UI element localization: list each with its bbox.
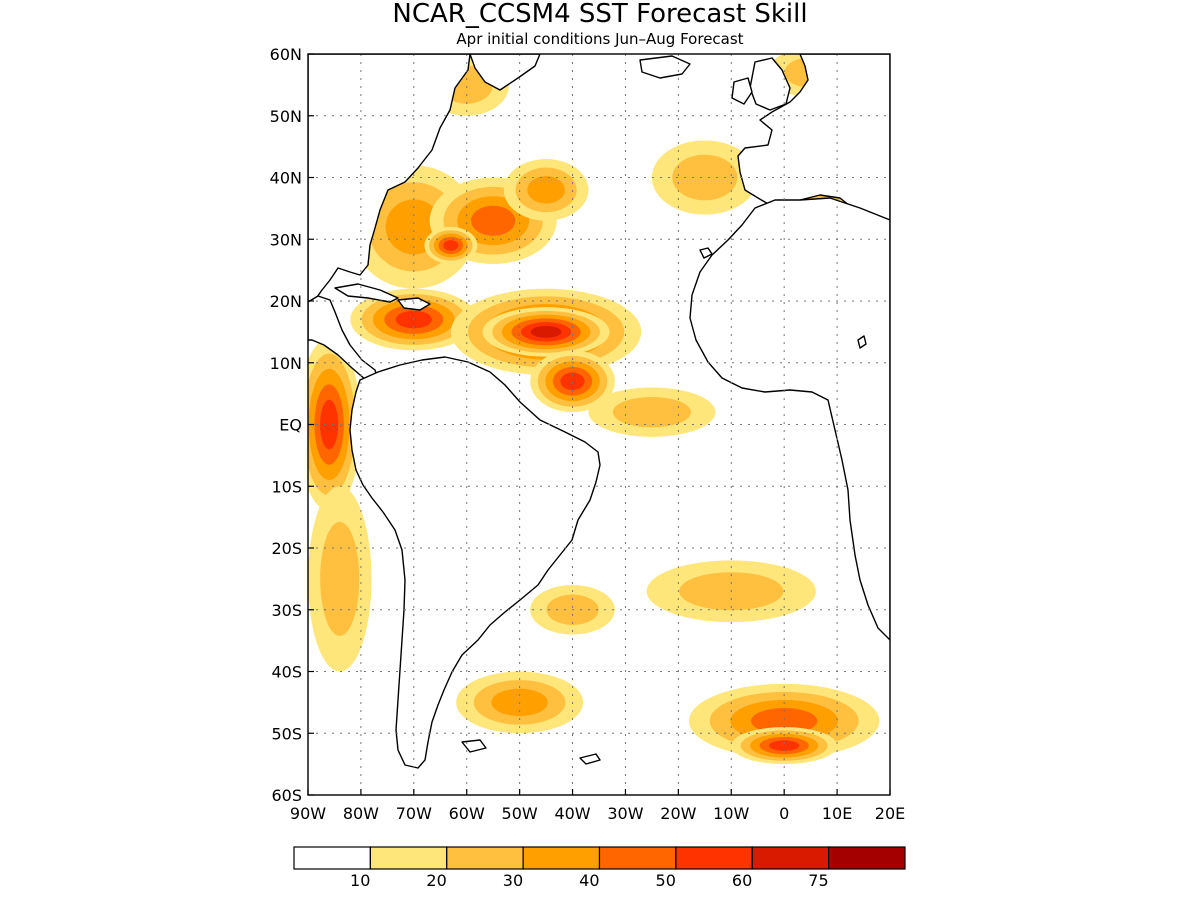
lat-tick-label: EQ (279, 416, 302, 435)
skill-region-amazon-plume (530, 350, 615, 413)
map-area: 60N 50N 40N 30N 20N 10N EQ 10S 20S 30S 40S 50S 60S 9… (270, 45, 906, 823)
cape-verde (857, 335, 867, 349)
colorbar-swatch (598, 846, 677, 870)
skill-region-equatorial-atlantic (588, 387, 716, 437)
lat-tick-label: 40N (270, 169, 302, 188)
canary-islands (699, 247, 713, 259)
colorbar-swatch (828, 846, 906, 870)
colorbar-swatch (751, 846, 830, 870)
lat-tick-label: 10N (270, 354, 302, 373)
colorbar-label: 10 (350, 871, 370, 890)
skill-contour-level-4 (751, 708, 818, 734)
skill-region-southern-ocean-core (731, 727, 838, 765)
colorbar-swatch (293, 846, 371, 870)
lat-tick-label: 30S (271, 601, 302, 620)
lon-tick-label: 10E (822, 804, 852, 823)
skill-region-eastern-pacific-edge (308, 338, 361, 511)
skill-shading (308, 54, 880, 765)
ireland-land (731, 77, 753, 105)
lat-tick-label: 30N (270, 230, 302, 249)
south-georgia (579, 753, 601, 765)
lon-tick-label: 50W (502, 804, 538, 823)
skill-contour-level-2 (672, 154, 738, 201)
skill-contour-level-5 (560, 372, 585, 391)
south-america-land (349, 356, 601, 769)
lat-tick-label: 60S (271, 786, 302, 805)
lon-tick-label: 0 (779, 804, 789, 823)
skill-contour-level-5 (443, 240, 459, 251)
longitude-labels: 90W 80W 70W 60W 50W 40W 30W 20W 10W 0 10E 20E (290, 804, 905, 823)
map-subtitle: Apr initial conditions Jun–Aug Forecast (456, 30, 743, 48)
colorbar-swatch (446, 846, 524, 870)
africa-land (689, 197, 890, 641)
colorbar-label: 40 (579, 871, 599, 890)
skill-contour-level-5 (769, 740, 800, 751)
skill-region-sargasso-core (424, 226, 478, 264)
greenland-land (469, 54, 541, 91)
colorbar-label: 30 (503, 871, 523, 890)
lat-tick-label: 40S (271, 663, 302, 682)
colorbar-swatch (369, 846, 448, 870)
gridlines (307, 53, 891, 796)
skill-contour-level-6 (530, 325, 562, 338)
skill-region-pacific-south (308, 486, 372, 672)
british-isles-land (749, 57, 791, 111)
skill-contour-level-5 (320, 399, 339, 450)
lon-tick-label: 70W (396, 804, 432, 823)
skill-contour-level-2 (612, 396, 691, 428)
lon-tick-label: 60W (449, 804, 485, 823)
colorbar: 10 20 30 40 50 60 75 (293, 846, 906, 890)
map-title: NCAR_CCSM4 SST Forecast Skill (392, 0, 807, 29)
falkland-islands (461, 739, 487, 753)
colorbar-label: 75 (808, 871, 828, 890)
colorbar-swatch (675, 846, 753, 870)
colorbar-label: 60 (732, 871, 752, 890)
latitude-labels: 60N 50N 40N 30N 20N 10N EQ 10S 20S 30S 40S 50S 60S (270, 45, 302, 805)
lat-tick-label: 20S (271, 539, 302, 558)
skill-contour-level-3 (527, 176, 565, 204)
cuba-land (334, 283, 399, 303)
lat-tick-label: 60N (270, 45, 302, 64)
lat-tick-label: 50N (270, 107, 302, 126)
lon-tick-label: 10W (713, 804, 749, 823)
lon-tick-label: 40W (554, 804, 590, 823)
skill-contour-level-2 (320, 521, 360, 636)
lat-tick-label: 10S (271, 477, 302, 496)
skill-contour-level-4 (471, 205, 516, 236)
skill-region-tropical-core (482, 307, 610, 357)
colorbar-label: 20 (426, 871, 446, 890)
lat-tick-label: 20N (270, 292, 302, 311)
lon-tick-label: 90W (290, 804, 326, 823)
lon-tick-label: 80W (343, 804, 379, 823)
lon-tick-label: 30W (607, 804, 643, 823)
lon-tick-label: 20E (875, 804, 905, 823)
map-frame (307, 53, 891, 796)
iceland-land (639, 55, 691, 79)
colorbar-swatch (522, 846, 601, 870)
lon-tick-label: 20W (660, 804, 696, 823)
colorbar-label: 50 (656, 871, 676, 890)
lat-tick-label: 50S (271, 724, 302, 743)
skill-region-north-atlantic-center (503, 158, 589, 221)
